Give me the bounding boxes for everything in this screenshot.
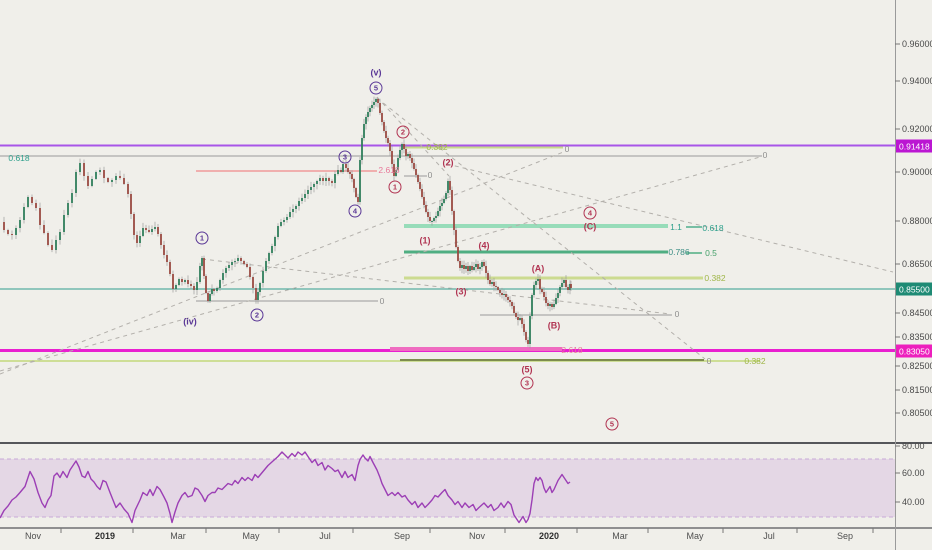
price-axis-tick-0.86500: 0.86500 [902, 259, 932, 269]
price-level-badge-0.83050: 0.83050 [896, 344, 932, 358]
time-axis-label-2020: 2020 [538, 531, 560, 541]
price-level-badge-0.85500: 0.85500 [896, 282, 932, 296]
price-axis-tick-80.00: 80.00 [902, 441, 925, 451]
time-axis-label-Nov: Nov [24, 531, 42, 541]
time-axis-label-Jul: Jul [763, 531, 775, 541]
time-axis-label-Jul: Jul [319, 531, 331, 541]
price-level-badge-0.91418: 0.91418 [896, 139, 932, 153]
price-axis-tick-0.96000: 0.96000 [902, 39, 932, 49]
price-axis-tick-60.00: 60.00 [902, 468, 925, 478]
time-axis-label-Sep: Sep [393, 531, 411, 541]
price-axis-tick-40.00: 40.00 [902, 497, 925, 507]
time-axis-label-Mar: Mar [170, 531, 186, 541]
price-axis-tick-0.81500: 0.81500 [902, 385, 932, 395]
price-axis-tick-0.84500: 0.84500 [902, 308, 932, 318]
time-axis-label-Sep: Sep [836, 531, 854, 541]
price-axis-tick-0.92000: 0.92000 [902, 124, 932, 134]
time-axis-label-Nov: Nov [468, 531, 486, 541]
price-axis-tick-0.90000: 0.90000 [902, 167, 932, 177]
price-axis-tick-0.94000: 0.94000 [902, 76, 932, 86]
price-axis-tick-0.88000: 0.88000 [902, 216, 932, 226]
time-axis-label-May: May [242, 531, 260, 541]
time-axis-label-May: May [686, 531, 704, 541]
time-axis-label-2019: 2019 [94, 531, 116, 541]
price-axis-tick-0.82500: 0.82500 [902, 361, 932, 371]
price-axis-tick-0.80500: 0.80500 [902, 408, 932, 418]
price-axis-tick-0.83500: 0.83500 [902, 332, 932, 342]
time-axis-label-Mar: Mar [612, 531, 628, 541]
